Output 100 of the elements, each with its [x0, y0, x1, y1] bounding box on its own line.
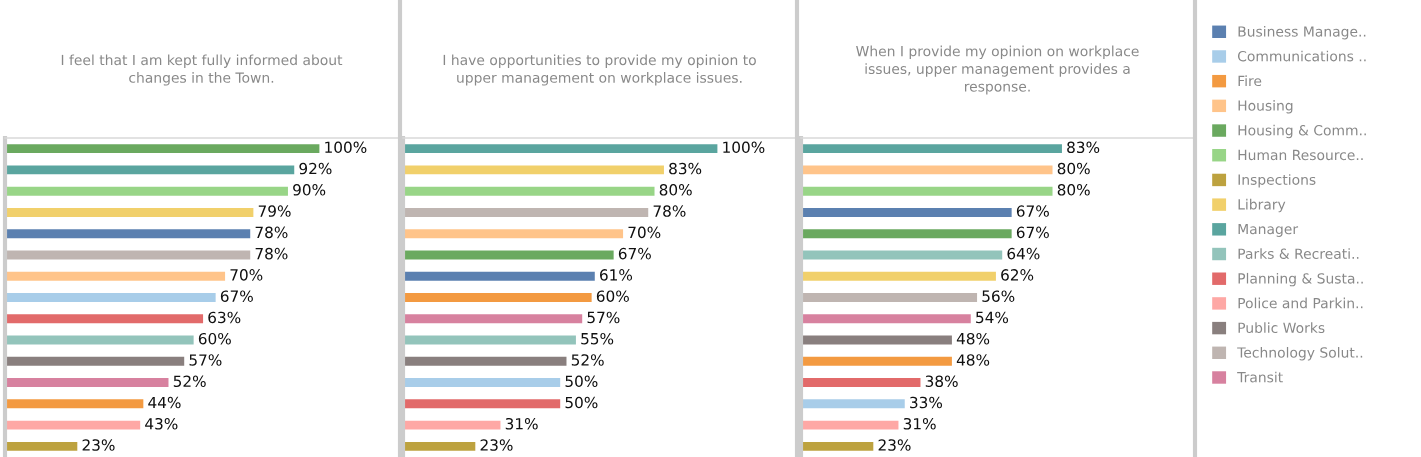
- bar: [5, 229, 251, 239]
- data-label: 67%: [618, 247, 651, 260]
- data-label: 23%: [480, 439, 513, 451]
- category-label: Human Resource..: [1238, 149, 1363, 161]
- data-label: 31%: [505, 417, 538, 430]
- data-label: 50%: [565, 396, 598, 409]
- bar: [801, 293, 978, 302]
- data-label: 60%: [198, 332, 231, 345]
- data-label: 80%: [1057, 184, 1090, 196]
- data-label: 33%: [910, 396, 943, 409]
- bar: [5, 293, 216, 302]
- bar: [801, 186, 1053, 196]
- category-label: Transit: [1237, 371, 1283, 383]
- data-label: 61%: [600, 269, 633, 281]
- bar: [801, 314, 971, 324]
- category-label: Library: [1238, 198, 1286, 213]
- data-label: 56%: [982, 290, 1015, 302]
- bar: [801, 378, 921, 388]
- data-label: 57%: [189, 354, 222, 366]
- data-label: 79%: [258, 205, 291, 217]
- bar: [801, 399, 905, 409]
- bar: [801, 356, 952, 366]
- bar: [5, 378, 169, 388]
- category-label: Inspections: [1238, 174, 1316, 188]
- data-label: 67%: [1016, 205, 1049, 217]
- bar: [403, 165, 664, 175]
- category-label: Technology Solut..: [1237, 347, 1363, 361]
- data-label: 100%: [723, 141, 765, 154]
- chart-title: I have opportunities to provide my opinion to upper management on workplace issues.: [443, 54, 756, 86]
- data-label: 50%: [565, 375, 598, 387]
- bar: [403, 420, 501, 430]
- bar: [403, 399, 561, 409]
- category-label: Manager: [1238, 223, 1299, 237]
- data-label: 55%: [581, 332, 614, 345]
- data-label: 62%: [1001, 269, 1034, 281]
- bar: [403, 441, 476, 451]
- bar: [5, 420, 141, 430]
- data-label: 63%: [208, 311, 241, 324]
- bar: [403, 186, 655, 196]
- data-label: 80%: [1057, 162, 1090, 175]
- data-label: 23%: [82, 439, 115, 451]
- category-label: Housing: [1238, 100, 1293, 114]
- bar: [403, 271, 595, 281]
- data-label: 57%: [587, 311, 620, 324]
- bar: [403, 144, 718, 154]
- data-label: 52%: [173, 375, 206, 387]
- data-label: 70%: [230, 269, 263, 281]
- data-label: 67%: [220, 290, 253, 302]
- data-label: 83%: [669, 162, 702, 175]
- category-label: Housing & Comm..: [1238, 124, 1366, 139]
- data-label: 92%: [299, 162, 332, 175]
- bar: [801, 165, 1053, 175]
- bar: [801, 207, 1012, 217]
- category-label: Parks & Recreati..: [1238, 248, 1359, 259]
- bar: [5, 314, 204, 324]
- data-label: 60%: [596, 290, 629, 302]
- data-label: 78%: [255, 247, 288, 260]
- data-label: 52%: [571, 354, 604, 366]
- bar: [5, 144, 320, 154]
- data-label: 83%: [1067, 141, 1100, 154]
- data-label: 48%: [956, 354, 990, 366]
- bar: [403, 314, 583, 324]
- bar: [403, 207, 649, 217]
- bar: [801, 441, 874, 451]
- data-label: 44%: [148, 396, 181, 409]
- bar: [403, 378, 561, 388]
- bar: [403, 229, 624, 239]
- chart-title: I feel that I am kept fully informed about changes in the Town.: [61, 54, 343, 86]
- bar: [5, 399, 144, 409]
- data-label: 43%: [145, 417, 178, 430]
- data-label: 31%: [903, 417, 936, 430]
- bar: [5, 165, 295, 175]
- data-label: 64%: [1007, 247, 1040, 260]
- bar: [801, 420, 899, 430]
- bar: [801, 271, 996, 281]
- chart-title: When I provide my opinion on workplace issues, upper management provides a response.: [856, 45, 1139, 95]
- category-label: Public Works: [1238, 322, 1325, 334]
- data-label: 23%: [878, 439, 911, 451]
- category-label: Business Manage..: [1238, 25, 1366, 40]
- bar: [5, 356, 185, 366]
- data-label: 54%: [976, 311, 1009, 324]
- data-label: 70%: [628, 226, 661, 239]
- data-label: 90%: [293, 184, 326, 196]
- data-label: 78%: [255, 226, 288, 239]
- category-label: Police and Parkin..: [1238, 297, 1363, 309]
- bar: [5, 186, 288, 196]
- data-label: 100%: [325, 141, 367, 154]
- bar: [403, 293, 592, 302]
- data-label: 80%: [659, 184, 692, 196]
- bar: [403, 356, 567, 366]
- category-label: Fire: [1238, 75, 1262, 87]
- category-label: Planning & Susta..: [1238, 272, 1363, 287]
- data-label: 48%: [956, 332, 990, 345]
- data-label: 38%: [925, 375, 958, 387]
- bar: [5, 271, 226, 281]
- bar: [801, 144, 1062, 154]
- bar: [801, 229, 1012, 239]
- bar: [5, 207, 254, 217]
- data-label: 78%: [653, 205, 686, 217]
- bar: [5, 441, 78, 451]
